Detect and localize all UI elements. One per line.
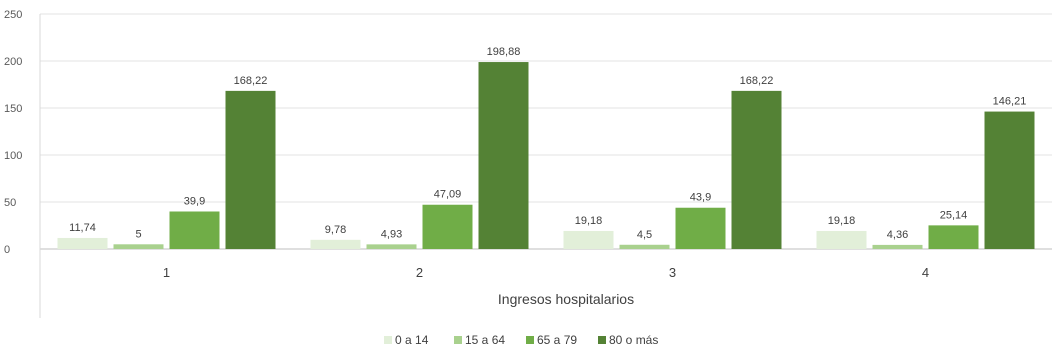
bar-15-a-64-1: [113, 244, 164, 249]
x-tick-label: 3: [669, 265, 676, 280]
data-label: 168,22: [234, 75, 268, 87]
legend-label: 15 a 64: [465, 333, 505, 347]
data-labels: 11,74 5 39,9 168,22 9,78 4,93 47,09 198,88 19,18…: [69, 46, 1026, 241]
data-label: 146,21: [993, 96, 1027, 108]
data-label: 5: [135, 228, 141, 240]
y-tick-label: 200: [4, 56, 22, 68]
legend-label: 80 o más: [609, 333, 658, 347]
data-label: 4,36: [887, 229, 908, 241]
bar-65-a-79-3: [675, 207, 726, 249]
bar-80-o-más-3: [731, 90, 782, 249]
data-label: 19,18: [828, 215, 856, 227]
legend-label: 0 a 14: [395, 333, 429, 347]
legend-swatch: [598, 336, 606, 344]
bar-0-a-14-4: [816, 230, 867, 249]
y-tick-label: 250: [4, 9, 22, 21]
legend: 0 a 14 15 a 64 65 a 79 80 o más: [384, 333, 658, 347]
legend-swatch: [454, 336, 462, 344]
bar-15-a-64-3: [619, 244, 670, 249]
data-label: 43,9: [690, 192, 711, 204]
data-label: 39,9: [184, 195, 205, 207]
data-label: 4,5: [637, 229, 652, 241]
bar-80-o-más-4: [984, 111, 1035, 250]
x-axis-ticks: 1 2 3 4: [163, 265, 929, 280]
x-axis-title: Ingresos hospitalarios: [498, 291, 634, 307]
y-tick-label: 50: [4, 197, 16, 209]
bar-65-a-79-1: [169, 211, 220, 249]
x-tick-label: 2: [416, 265, 423, 280]
x-tick-label: 4: [922, 265, 929, 280]
bar-0-a-14-2: [310, 239, 361, 249]
data-label: 47,09: [434, 189, 462, 201]
x-tick-label: 1: [163, 265, 170, 280]
y-axis-ticks: 0 50 100 150 200 250: [4, 9, 22, 256]
bar-80-o-más-2: [478, 62, 529, 250]
bars: [57, 62, 1035, 250]
bar-0-a-14-3: [563, 230, 614, 249]
bar-65-a-79-4: [928, 225, 979, 249]
data-label: 198,88: [487, 46, 521, 58]
bar-15-a-64-4: [872, 244, 923, 249]
bar-80-o-más-1: [225, 90, 276, 249]
data-label: 168,22: [740, 75, 774, 87]
bar-65-a-79-2: [422, 204, 473, 249]
legend-swatch: [384, 336, 392, 344]
y-tick-label: 0: [4, 244, 10, 256]
bar-0-a-14-1: [57, 237, 108, 249]
data-label: 4,93: [381, 228, 402, 240]
y-tick-label: 100: [4, 150, 22, 162]
data-label: 19,18: [575, 215, 603, 227]
data-label: 9,78: [325, 224, 346, 236]
legend-swatch: [526, 336, 534, 344]
data-label: 11,74: [69, 222, 96, 234]
y-tick-label: 150: [4, 103, 22, 115]
bar-15-a-64-2: [366, 244, 417, 249]
legend-label: 65 a 79: [537, 333, 577, 347]
data-label: 25,14: [940, 209, 968, 221]
